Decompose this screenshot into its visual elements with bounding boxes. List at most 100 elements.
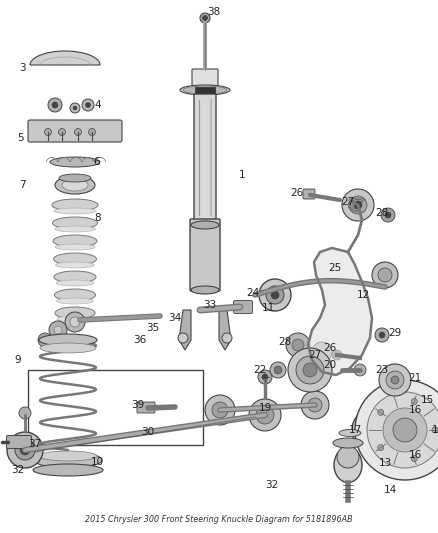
Ellipse shape — [54, 289, 95, 301]
Ellipse shape — [59, 174, 91, 182]
Circle shape — [367, 392, 438, 468]
Circle shape — [296, 356, 324, 384]
Circle shape — [271, 291, 279, 299]
Text: 9: 9 — [15, 355, 21, 365]
Polygon shape — [308, 248, 372, 375]
Ellipse shape — [55, 176, 95, 194]
Ellipse shape — [54, 271, 96, 283]
Circle shape — [393, 418, 417, 442]
Text: 8: 8 — [95, 213, 101, 223]
Ellipse shape — [333, 438, 363, 448]
Circle shape — [274, 366, 282, 374]
Circle shape — [286, 333, 310, 357]
Circle shape — [74, 128, 81, 135]
Circle shape — [222, 333, 232, 343]
Ellipse shape — [57, 316, 93, 322]
Circle shape — [379, 364, 411, 396]
FancyBboxPatch shape — [233, 301, 252, 313]
Ellipse shape — [39, 451, 97, 461]
Circle shape — [383, 408, 427, 452]
Circle shape — [45, 128, 52, 135]
Text: 39: 39 — [131, 400, 145, 410]
Circle shape — [332, 350, 342, 360]
Bar — [28, 370, 203, 445]
Circle shape — [202, 15, 208, 20]
Text: 27: 27 — [308, 350, 321, 360]
Circle shape — [38, 333, 52, 347]
FancyBboxPatch shape — [190, 219, 220, 291]
Ellipse shape — [183, 86, 227, 94]
Text: 30: 30 — [141, 427, 155, 437]
Circle shape — [205, 395, 235, 425]
Circle shape — [258, 370, 272, 384]
Circle shape — [349, 196, 367, 214]
Circle shape — [262, 374, 268, 380]
Ellipse shape — [54, 208, 96, 214]
Ellipse shape — [53, 217, 98, 229]
Circle shape — [411, 399, 417, 405]
Text: 34: 34 — [168, 313, 182, 323]
Text: 38: 38 — [207, 7, 221, 17]
Circle shape — [378, 268, 392, 282]
Text: 3: 3 — [19, 63, 25, 73]
Text: 33: 33 — [203, 300, 217, 310]
Circle shape — [65, 312, 85, 332]
Circle shape — [259, 279, 291, 311]
Circle shape — [360, 416, 388, 444]
FancyBboxPatch shape — [7, 435, 32, 448]
Ellipse shape — [57, 298, 93, 304]
FancyBboxPatch shape — [192, 69, 218, 86]
Ellipse shape — [34, 452, 102, 468]
Circle shape — [88, 128, 95, 135]
Text: 24: 24 — [246, 288, 260, 298]
Circle shape — [308, 398, 322, 412]
Circle shape — [249, 399, 281, 431]
Text: 10: 10 — [90, 457, 103, 467]
Ellipse shape — [56, 280, 94, 286]
Circle shape — [386, 371, 404, 389]
Circle shape — [381, 208, 395, 222]
Text: 17: 17 — [348, 425, 362, 435]
Circle shape — [355, 380, 438, 480]
Ellipse shape — [39, 334, 97, 346]
FancyBboxPatch shape — [137, 402, 155, 413]
FancyBboxPatch shape — [303, 189, 315, 199]
Text: 32: 32 — [265, 480, 279, 490]
Circle shape — [73, 106, 77, 110]
Ellipse shape — [55, 307, 95, 319]
Circle shape — [352, 408, 396, 452]
Circle shape — [54, 326, 62, 334]
Circle shape — [270, 362, 286, 378]
Text: 13: 13 — [378, 458, 392, 468]
Text: 1: 1 — [239, 170, 245, 180]
Circle shape — [48, 98, 62, 112]
Circle shape — [379, 332, 385, 338]
Polygon shape — [30, 51, 100, 65]
Circle shape — [288, 348, 332, 392]
Circle shape — [391, 376, 399, 384]
Ellipse shape — [337, 446, 359, 468]
Text: 36: 36 — [134, 335, 147, 345]
Ellipse shape — [50, 157, 100, 167]
Circle shape — [178, 333, 188, 343]
Text: 21: 21 — [408, 373, 422, 383]
Text: 26: 26 — [323, 343, 337, 353]
Ellipse shape — [33, 464, 103, 476]
Text: 16: 16 — [408, 450, 422, 460]
Circle shape — [342, 189, 374, 221]
Ellipse shape — [56, 262, 95, 268]
Ellipse shape — [55, 244, 95, 250]
Text: 14: 14 — [383, 485, 397, 495]
Circle shape — [432, 427, 438, 433]
Circle shape — [59, 128, 66, 135]
Text: 26: 26 — [290, 188, 304, 198]
Polygon shape — [179, 310, 191, 350]
Circle shape — [49, 321, 67, 339]
Text: 28: 28 — [279, 337, 292, 347]
Ellipse shape — [62, 179, 88, 191]
Circle shape — [292, 339, 304, 351]
Circle shape — [372, 262, 398, 288]
Circle shape — [7, 432, 43, 468]
Text: 5: 5 — [17, 133, 23, 143]
FancyBboxPatch shape — [28, 120, 122, 142]
